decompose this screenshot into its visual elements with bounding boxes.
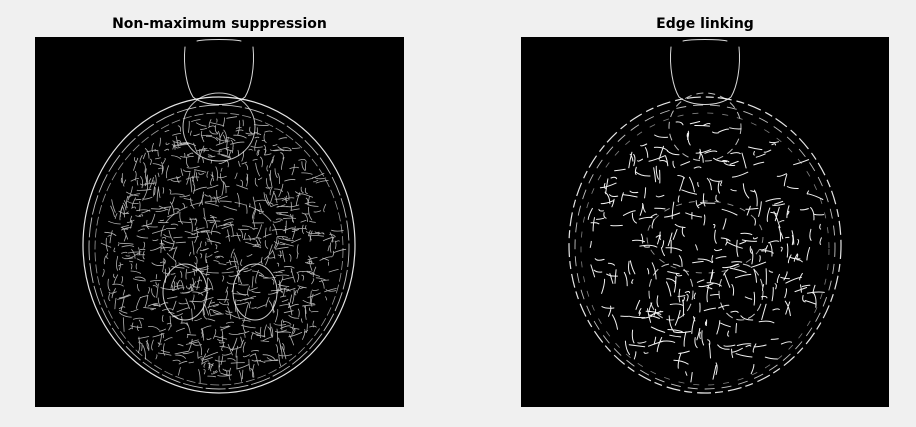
edge-linking-image: [521, 37, 889, 407]
panel-title-edge-linking: Edge linking: [656, 16, 754, 32]
panel-title-non-maximum-suppression: Non-maximum suppression: [112, 16, 327, 32]
non-maximum-suppression-image: [35, 37, 404, 407]
edge-map-left: [82, 39, 356, 394]
edge-map-right: [568, 39, 842, 394]
